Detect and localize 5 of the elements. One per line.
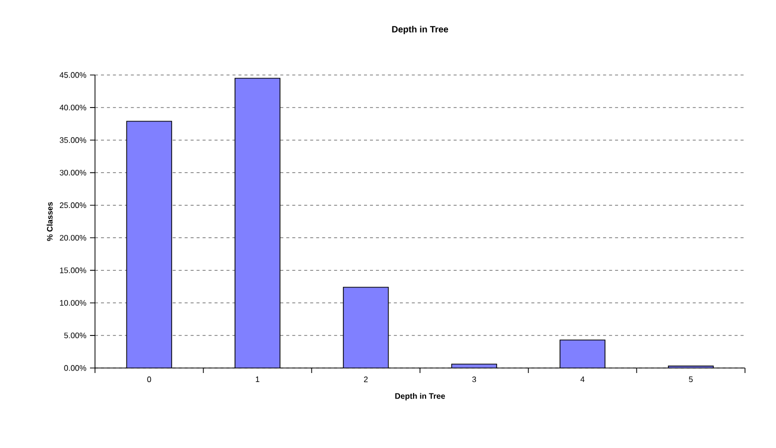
chart-title: Depth in Tree: [392, 26, 448, 34]
bar: [560, 340, 606, 368]
bar: [126, 121, 172, 368]
bar: [343, 287, 388, 368]
bar: [235, 78, 280, 368]
